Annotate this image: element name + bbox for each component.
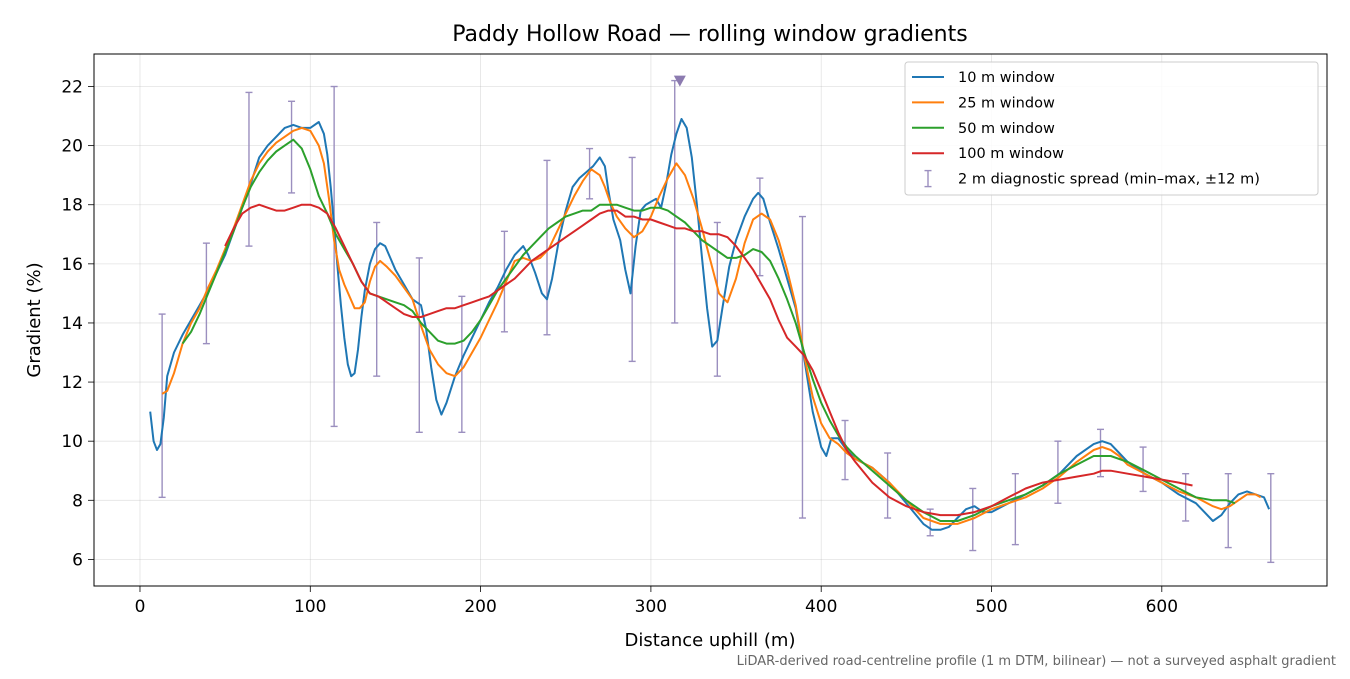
y-tick-label: 20 bbox=[61, 137, 83, 157]
y-tick-label: 14 bbox=[61, 314, 83, 334]
y-tick-label: 8 bbox=[72, 491, 83, 511]
diagnostic-bar bbox=[458, 295, 466, 434]
legend-label: 2 m diagnostic spread (min–max, ±12 m) bbox=[958, 172, 1260, 188]
diagnostic-bar bbox=[1054, 440, 1062, 504]
diagnostic-bar bbox=[158, 313, 166, 499]
diagnostic-bar bbox=[330, 85, 338, 428]
diagnostic-bar bbox=[543, 159, 551, 336]
y-axis-ticks: 6 8 10 12 14 16 18 20 22 bbox=[61, 78, 94, 570]
series-line-1 bbox=[149, 118, 1271, 531]
x-tick-label: 300 bbox=[635, 597, 667, 617]
y-tick-label: 6 bbox=[72, 550, 83, 570]
diagnostic-bar bbox=[1267, 472, 1275, 564]
y-axis-label: Gradient (%) bbox=[24, 262, 45, 377]
peak-marker bbox=[673, 75, 686, 87]
legend-entry: 2 m diagnostic spread (min–max, ±12 m) bbox=[924, 169, 1260, 188]
diagnostic-spread-bars bbox=[158, 79, 1275, 564]
chart-title: Paddy Hollow Road — rolling window gradi… bbox=[452, 22, 967, 47]
x-tick-label: 0 bbox=[135, 597, 146, 617]
series-lines bbox=[149, 118, 1271, 531]
diagnostic-bar bbox=[1011, 472, 1019, 546]
y-tick-label: 22 bbox=[61, 78, 83, 98]
diagnostic-bar bbox=[1096, 428, 1104, 478]
legend-label: 100 m window bbox=[958, 146, 1064, 162]
diagnostic-bar bbox=[586, 147, 594, 200]
diagnostic-bar bbox=[628, 156, 636, 363]
diagnostic-bar bbox=[288, 100, 296, 194]
legend-entry: 100 m window bbox=[912, 146, 1064, 162]
y-tick-label: 10 bbox=[61, 432, 83, 452]
grid-lines bbox=[94, 54, 1327, 586]
y-tick-label: 16 bbox=[61, 255, 83, 275]
x-tick-label: 100 bbox=[294, 597, 326, 617]
x-axis-ticks: 0 100 200 300 400 500 600 bbox=[135, 586, 1178, 617]
x-tick-label: 600 bbox=[1146, 597, 1178, 617]
legend-label: 50 m window bbox=[958, 121, 1055, 137]
series-line-3 bbox=[181, 138, 1236, 522]
series-line-2 bbox=[161, 126, 1262, 525]
y-tick-label: 18 bbox=[61, 196, 83, 216]
plot-frame bbox=[93, 53, 1328, 587]
footnote: LiDAR-derived road-centreline profile (1… bbox=[737, 654, 1336, 669]
series-line-4 bbox=[224, 203, 1193, 517]
y-tick-label: 12 bbox=[61, 373, 83, 393]
diagnostic-bar bbox=[884, 452, 892, 519]
peak-marker-layer bbox=[673, 75, 686, 87]
legend-entry: 10 m window bbox=[912, 70, 1055, 86]
legend-label: 10 m window bbox=[958, 70, 1055, 86]
x-tick-label: 500 bbox=[975, 597, 1007, 617]
legend-entry: 25 m window bbox=[912, 95, 1055, 111]
legend-frame bbox=[904, 61, 1319, 196]
legend-entry: 50 m window bbox=[912, 121, 1055, 137]
diagnostic-bar bbox=[798, 215, 806, 519]
diagnostic-bar bbox=[1224, 472, 1232, 549]
x-tick-label: 200 bbox=[464, 597, 496, 617]
x-tick-label: 400 bbox=[805, 597, 837, 617]
legend-label: 25 m window bbox=[958, 95, 1055, 111]
diagnostic-bar bbox=[415, 257, 423, 434]
diagnostic-bar bbox=[713, 221, 721, 377]
diagnostic-bar bbox=[245, 91, 253, 247]
legend: 10 m window 25 m window 50 m window 100 m w… bbox=[904, 61, 1319, 196]
x-axis-label: Distance uphill (m) bbox=[625, 630, 796, 651]
